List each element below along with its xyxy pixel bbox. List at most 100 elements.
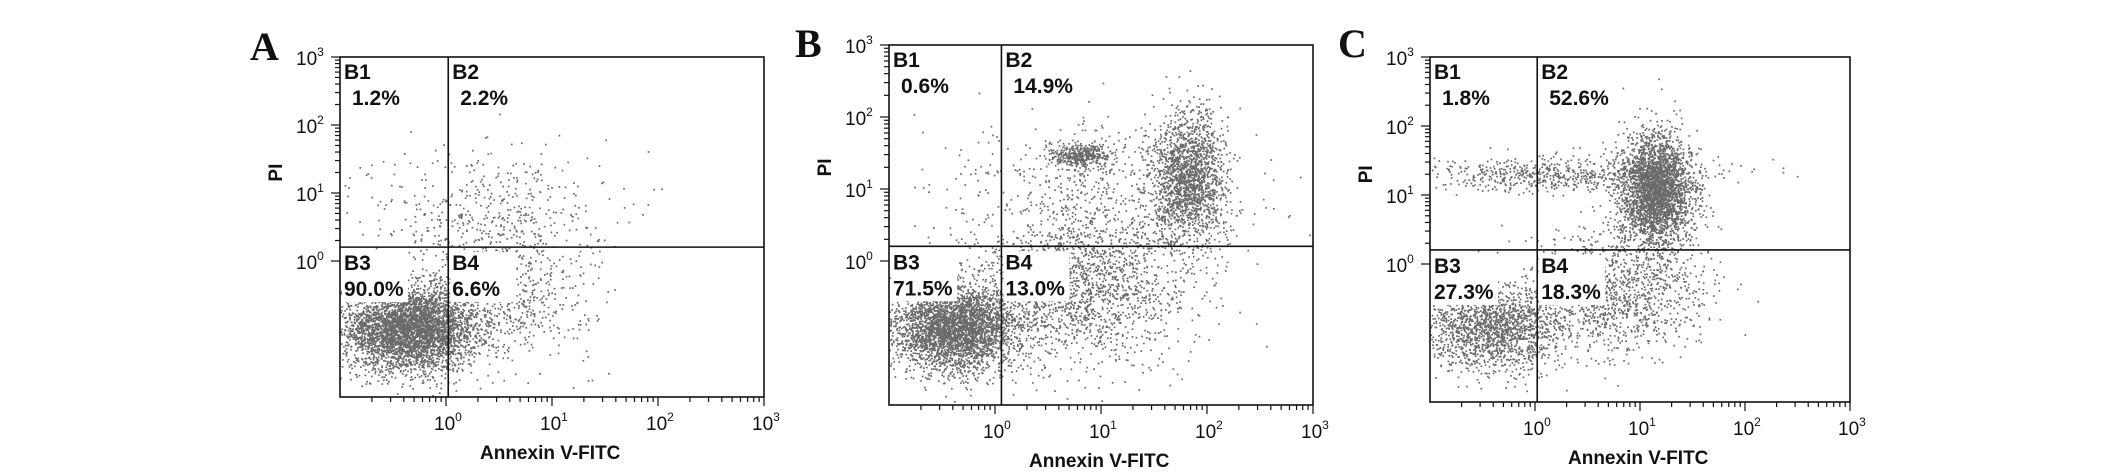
event-dot bbox=[426, 248, 428, 251]
event-dot bbox=[421, 179, 423, 181]
event-dot bbox=[434, 369, 437, 372]
event-dot bbox=[395, 315, 398, 318]
event-dot bbox=[346, 351, 348, 354]
event-dot bbox=[558, 344, 560, 347]
event-dot bbox=[543, 310, 545, 313]
event-dot bbox=[470, 314, 473, 316]
event-dot bbox=[565, 296, 567, 299]
event-dot bbox=[457, 367, 460, 369]
event-dot bbox=[490, 331, 492, 333]
event-dot bbox=[421, 337, 424, 340]
event-dot bbox=[477, 345, 480, 348]
event-dot bbox=[381, 349, 383, 352]
event-dot bbox=[426, 364, 429, 367]
event-dot bbox=[367, 332, 370, 335]
event-dot bbox=[355, 342, 358, 345]
event-dot bbox=[469, 312, 472, 314]
event-dot bbox=[432, 185, 434, 187]
event-dot bbox=[429, 300, 432, 303]
event-dot bbox=[456, 324, 459, 327]
event-dot bbox=[443, 328, 446, 331]
event-dot bbox=[424, 300, 427, 303]
event-dot bbox=[434, 291, 436, 294]
event-dot bbox=[430, 301, 433, 304]
event-dot bbox=[341, 306, 344, 308]
event-dot bbox=[428, 355, 431, 357]
event-dot bbox=[427, 332, 430, 335]
event-dot bbox=[370, 347, 373, 350]
event-dot bbox=[398, 335, 401, 338]
event-dot bbox=[426, 304, 429, 307]
event-dot bbox=[355, 334, 357, 336]
event-dot bbox=[432, 312, 435, 314]
event-dot bbox=[469, 317, 472, 320]
event-dot bbox=[426, 345, 428, 348]
event-dot bbox=[417, 326, 419, 328]
event-dot bbox=[377, 204, 379, 207]
event-dot bbox=[424, 346, 427, 349]
event-dot bbox=[579, 323, 582, 326]
event-dot bbox=[418, 345, 421, 348]
event-dot bbox=[450, 162, 453, 164]
event-dot bbox=[391, 320, 394, 322]
event-dot bbox=[404, 324, 406, 327]
event-dot bbox=[471, 303, 474, 306]
event-dot bbox=[448, 305, 450, 307]
event-dot bbox=[385, 338, 387, 341]
event-dot bbox=[371, 348, 373, 351]
event-dot bbox=[525, 264, 527, 267]
event-dot bbox=[546, 272, 549, 275]
event-dot bbox=[541, 325, 544, 327]
event-dot bbox=[500, 181, 502, 184]
event-dot bbox=[434, 338, 436, 341]
event-dot bbox=[523, 323, 526, 325]
event-dot bbox=[406, 327, 409, 330]
event-dot bbox=[381, 337, 384, 340]
event-dot bbox=[523, 219, 526, 222]
event-dot bbox=[375, 324, 378, 326]
event-dot bbox=[529, 256, 532, 259]
event-dot bbox=[560, 212, 563, 214]
event-dot bbox=[585, 323, 588, 326]
event-dot bbox=[400, 335, 403, 338]
event-dot bbox=[538, 228, 541, 230]
event-dot bbox=[424, 321, 427, 324]
event-dot bbox=[553, 311, 555, 314]
event-dot bbox=[540, 279, 543, 282]
event-dot bbox=[528, 302, 531, 304]
event-dot bbox=[435, 336, 438, 339]
event-dot bbox=[424, 307, 427, 309]
event-dot bbox=[371, 351, 374, 353]
event-dot bbox=[349, 177, 351, 179]
event-dot bbox=[421, 360, 423, 362]
event-dot bbox=[382, 341, 384, 343]
event-dot bbox=[427, 375, 429, 377]
event-dot bbox=[380, 308, 383, 311]
event-dot bbox=[459, 305, 462, 307]
event-dot bbox=[376, 359, 378, 361]
event-dot bbox=[369, 314, 371, 317]
event-dot bbox=[371, 350, 373, 352]
event-dot bbox=[376, 358, 379, 360]
event-dot bbox=[596, 320, 599, 322]
event-dot bbox=[420, 314, 423, 317]
event-dot bbox=[574, 204, 577, 207]
event-dot bbox=[398, 339, 400, 341]
event-dot bbox=[412, 308, 414, 311]
event-dot bbox=[438, 312, 441, 315]
event-dot bbox=[506, 330, 509, 333]
event-dot bbox=[360, 329, 363, 331]
event-dot bbox=[361, 385, 363, 388]
event-dot bbox=[492, 217, 495, 219]
event-dot bbox=[433, 311, 436, 313]
event-dot bbox=[360, 343, 363, 345]
event-dot bbox=[356, 349, 359, 352]
event-dot bbox=[396, 309, 399, 312]
event-dot bbox=[445, 283, 447, 286]
event-dot bbox=[363, 321, 366, 324]
event-dot bbox=[432, 342, 434, 344]
event-dot bbox=[394, 340, 397, 343]
event-dot bbox=[381, 335, 384, 338]
event-dot bbox=[382, 335, 385, 338]
event-dot bbox=[360, 336, 362, 339]
